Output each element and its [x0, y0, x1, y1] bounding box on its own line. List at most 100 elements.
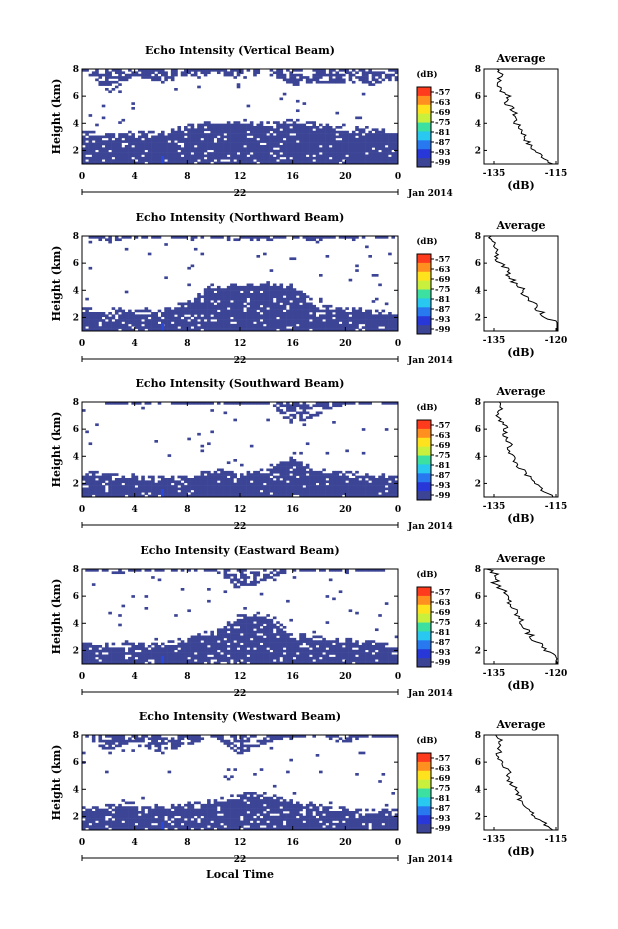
heatmap-cell	[322, 323, 326, 327]
heatmap-cell	[167, 142, 172, 146]
heatmap-cell	[338, 73, 343, 77]
heatmap-cell	[388, 478, 392, 481]
heatmap-cell	[88, 140, 93, 143]
heatmap-cell	[226, 152, 231, 155]
heatmap-cell	[388, 482, 392, 486]
heatmap-cell	[259, 487, 264, 491]
heatmap-cell	[203, 73, 208, 77]
heatmap-cell	[272, 482, 277, 486]
heatmap-cell	[134, 402, 139, 405]
heatmap-cell	[240, 149, 244, 153]
heatmap-cell	[131, 659, 135, 662]
heatmap-cell	[170, 319, 175, 322]
heatmap-cell	[253, 637, 257, 641]
heatmap-cell	[85, 137, 89, 141]
heatmap-cell	[279, 161, 284, 165]
heatmap-cell	[286, 156, 290, 160]
heatmap-cell	[114, 238, 119, 242]
heatmap-cell	[141, 482, 145, 486]
heatmap-cell	[121, 316, 126, 320]
heatmap-cell	[240, 482, 244, 486]
heatmap-cell	[302, 480, 307, 484]
heatmap-cell	[180, 494, 185, 498]
heatmap-cell	[118, 140, 122, 143]
heatmap-cell	[358, 154, 363, 158]
heatmap-cell	[328, 316, 333, 320]
heatmap-cell	[184, 309, 188, 313]
heatmap-cell	[342, 137, 346, 141]
heatmap-cell	[230, 293, 234, 296]
heatmap-cell	[351, 149, 356, 153]
heatmap-cell	[315, 492, 320, 495]
heatmap-cell	[101, 323, 106, 327]
heatmap-cell	[319, 473, 323, 476]
heatmap-cell	[299, 492, 303, 495]
heatmap-cell	[312, 145, 317, 148]
heatmap-cell	[249, 302, 254, 306]
heatmap-cell	[388, 323, 392, 327]
heatmap-cell	[121, 154, 126, 158]
heatmap-cell	[230, 159, 234, 162]
heatmap-cell	[147, 569, 152, 572]
heatmap-cell	[286, 316, 290, 320]
heatmap-cell	[220, 489, 224, 493]
heatmap-cell	[240, 154, 244, 158]
heatmap-cell	[193, 137, 198, 141]
heatmap-cell	[137, 309, 142, 313]
heatmap-cell	[180, 661, 185, 665]
heatmap-cell	[368, 130, 372, 134]
heatmap-cell	[351, 142, 356, 146]
heatmap-cell	[161, 319, 165, 322]
heatmap-cell	[137, 652, 142, 655]
heatmap-cell	[348, 323, 353, 327]
heatmap-cell	[269, 654, 274, 658]
heatmap-cell	[249, 656, 254, 660]
heatmap-cell	[233, 635, 238, 639]
heatmap-cell	[200, 252, 205, 256]
heatmap-cell	[391, 137, 396, 141]
heatmap-cell	[361, 149, 366, 153]
heatmap-cell	[365, 76, 369, 79]
heatmap-cell	[279, 321, 284, 325]
heatmap-cell	[137, 147, 142, 151]
heatmap-cell	[381, 149, 386, 153]
heatmap-cell	[302, 470, 307, 474]
heatmap-cell	[259, 307, 264, 310]
heatmap-cell	[220, 468, 224, 472]
heatmap-cell	[207, 475, 211, 479]
heatmap-cell	[223, 328, 228, 332]
heatmap-cell	[391, 133, 396, 136]
x-tick-label: 16	[286, 505, 299, 515]
heatmap-cell	[365, 140, 369, 143]
heatmap-cell	[187, 142, 191, 146]
heatmap-cell	[193, 487, 198, 491]
heatmap-cell	[200, 402, 205, 405]
heatmap-cell	[223, 635, 228, 639]
heatmap-cell	[213, 145, 218, 148]
heatmap-cell	[233, 656, 238, 660]
heatmap-cell	[226, 149, 231, 153]
heatmap-cell	[388, 494, 392, 498]
average-x-label: -120	[545, 336, 568, 346]
x-tick-label: 8	[184, 339, 190, 349]
heatmap-cell	[161, 140, 165, 143]
heatmap-cell	[338, 402, 343, 405]
heatmap-cell	[151, 76, 155, 79]
heatmap-cell	[348, 319, 353, 322]
heatmap-cell	[249, 126, 254, 129]
heatmap-cell	[236, 478, 241, 481]
heatmap-cell	[174, 489, 178, 493]
heatmap-cell	[193, 323, 198, 327]
heatmap-cell	[210, 145, 214, 148]
heatmap-cell	[269, 297, 274, 301]
heatmap-cell	[249, 297, 254, 301]
heatmap-cell	[279, 475, 284, 479]
heatmap-cell	[190, 637, 195, 641]
heatmap-cell	[249, 283, 254, 287]
heatmap-cell	[141, 149, 145, 153]
heatmap-cell	[286, 161, 290, 165]
heatmap-cell	[190, 145, 195, 148]
heatmap-cell	[177, 312, 182, 315]
heatmap-cell	[388, 147, 392, 151]
heatmap-cell	[256, 659, 261, 662]
